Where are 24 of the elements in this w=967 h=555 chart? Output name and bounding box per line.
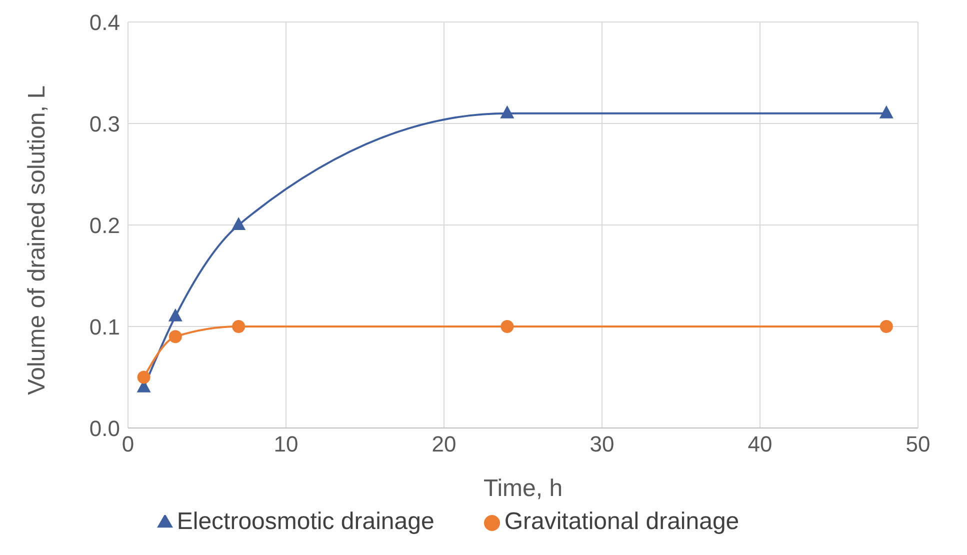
x-tick-label: 40 <box>748 432 772 457</box>
y-tick-label: 0.4 <box>89 10 120 35</box>
y-axis-title: Volume of drained solution, L <box>24 85 51 395</box>
y-tick-label: 0.1 <box>89 314 120 340</box>
x-axis-title: Time, h <box>483 475 563 502</box>
point <box>168 330 182 344</box>
y-tick-label: 0.3 <box>89 111 120 136</box>
point <box>168 308 182 322</box>
point <box>137 370 150 384</box>
point <box>232 217 246 230</box>
x-tick-label: 30 <box>590 432 614 457</box>
point <box>500 105 514 118</box>
x-tick-label: 20 <box>432 432 456 457</box>
legend-label: Gravitational drainage <box>504 508 740 535</box>
x-tick-label: 50 <box>906 432 930 457</box>
y-tick-label: 0.0 <box>89 416 120 441</box>
legend-label: Electroosmotic drainage <box>176 508 434 535</box>
point <box>500 320 514 333</box>
point <box>879 105 894 118</box>
point <box>880 320 893 333</box>
y-tick-label: 0.2 <box>89 212 120 238</box>
x-tick-label: 10 <box>274 432 298 457</box>
x-tick-label: 0 <box>122 432 134 457</box>
point <box>232 320 246 333</box>
